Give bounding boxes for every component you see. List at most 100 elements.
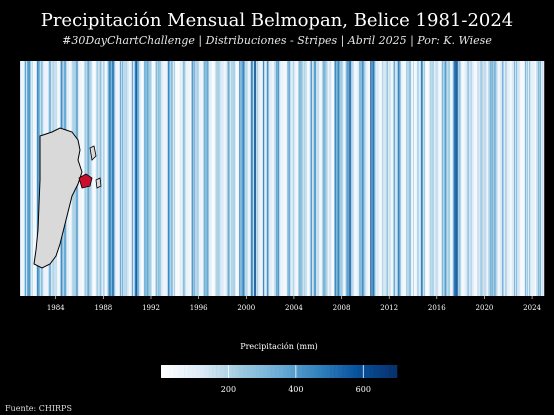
month-stripe	[103, 61, 105, 296]
legend-swatch	[243, 365, 248, 378]
month-stripe	[290, 61, 293, 296]
month-stripe	[267, 61, 269, 296]
month-stripe	[198, 61, 200, 296]
legend-swatch	[271, 365, 276, 378]
month-stripe	[116, 61, 118, 296]
month-stripe	[440, 61, 443, 296]
month-stripe	[344, 61, 346, 296]
month-stripe	[96, 61, 98, 296]
month-stripe	[177, 61, 180, 296]
month-stripe	[168, 61, 171, 296]
legend-swatch	[338, 365, 343, 378]
x-tick-label: 1988	[94, 304, 112, 312]
month-stripe	[176, 61, 179, 296]
month-stripe	[182, 61, 184, 296]
legend-swatch	[168, 365, 174, 378]
month-stripe	[38, 61, 41, 296]
month-stripe	[208, 61, 210, 296]
month-stripe	[416, 61, 419, 296]
month-stripe	[435, 61, 438, 296]
month-stripe	[134, 61, 136, 296]
month-stripe	[539, 61, 541, 296]
month-stripe	[522, 61, 524, 296]
legend-swatch	[208, 365, 213, 378]
month-stripe	[536, 61, 538, 296]
month-stripe	[457, 61, 459, 296]
legend-swatch	[239, 365, 244, 378]
month-stripe	[363, 61, 365, 296]
legend-swatch	[381, 365, 386, 378]
month-stripe	[445, 61, 447, 296]
month-stripe	[226, 61, 228, 296]
legend-swatch	[294, 365, 299, 378]
month-stripe	[373, 61, 375, 296]
legend-swatch	[314, 365, 319, 378]
month-stripe	[163, 61, 166, 296]
month-stripe	[129, 61, 131, 296]
month-stripe	[112, 61, 114, 296]
x-tick-label: 1992	[142, 304, 160, 312]
month-stripe	[408, 61, 410, 296]
month-stripe	[175, 61, 178, 296]
month-stripe	[405, 61, 407, 296]
month-stripe	[224, 61, 226, 296]
month-stripe	[508, 61, 510, 296]
month-stripe	[358, 61, 360, 296]
month-stripe	[229, 61, 231, 296]
month-stripe	[378, 61, 380, 296]
month-stripe	[395, 61, 397, 296]
month-stripe	[406, 61, 408, 296]
month-stripe	[516, 61, 518, 296]
month-stripe	[493, 61, 495, 296]
month-stripe	[210, 61, 212, 296]
month-stripe	[532, 61, 534, 296]
legend-swatch	[196, 365, 201, 378]
month-stripe	[458, 61, 460, 296]
month-stripe	[423, 61, 426, 296]
month-stripe	[356, 61, 358, 296]
month-stripe	[338, 61, 340, 296]
month-stripe	[130, 61, 132, 296]
month-stripe	[150, 61, 152, 296]
month-stripe	[499, 61, 501, 296]
month-stripe	[345, 61, 347, 296]
month-stripe	[266, 61, 268, 296]
month-stripe	[353, 61, 355, 296]
month-stripe	[459, 61, 461, 296]
legend-swatch	[357, 365, 362, 378]
month-stripe	[232, 61, 234, 296]
month-stripe	[488, 61, 490, 296]
month-stripe	[501, 61, 503, 296]
month-stripe	[137, 61, 139, 296]
source-note: Fuente: CHIRPS	[5, 404, 72, 413]
month-stripe	[312, 61, 315, 296]
month-stripe	[239, 61, 241, 296]
month-stripe	[429, 61, 432, 296]
month-stripe	[279, 61, 281, 296]
month-stripe	[341, 61, 343, 296]
month-stripe	[442, 61, 445, 296]
month-stripe	[152, 61, 155, 296]
x-tick-label: 1984	[47, 304, 65, 312]
month-stripe	[133, 61, 135, 296]
month-stripe	[334, 61, 336, 296]
month-stripe	[467, 61, 469, 296]
month-stripe	[315, 61, 317, 296]
month-stripe	[313, 61, 315, 296]
legend-swatch	[176, 365, 181, 378]
month-stripe	[382, 61, 384, 296]
legend-swatch	[385, 365, 390, 378]
month-stripe	[394, 61, 396, 296]
month-stripe	[391, 61, 393, 296]
month-stripe	[447, 61, 449, 296]
legend-swatch	[204, 365, 209, 378]
month-stripe	[222, 61, 224, 296]
month-stripe	[461, 61, 463, 296]
month-stripe	[281, 61, 283, 296]
month-stripe	[24, 61, 27, 296]
month-stripe	[425, 61, 428, 296]
month-stripe	[295, 61, 298, 296]
month-stripe	[205, 61, 207, 296]
legend-swatch	[326, 365, 331, 378]
month-stripe	[252, 61, 254, 296]
